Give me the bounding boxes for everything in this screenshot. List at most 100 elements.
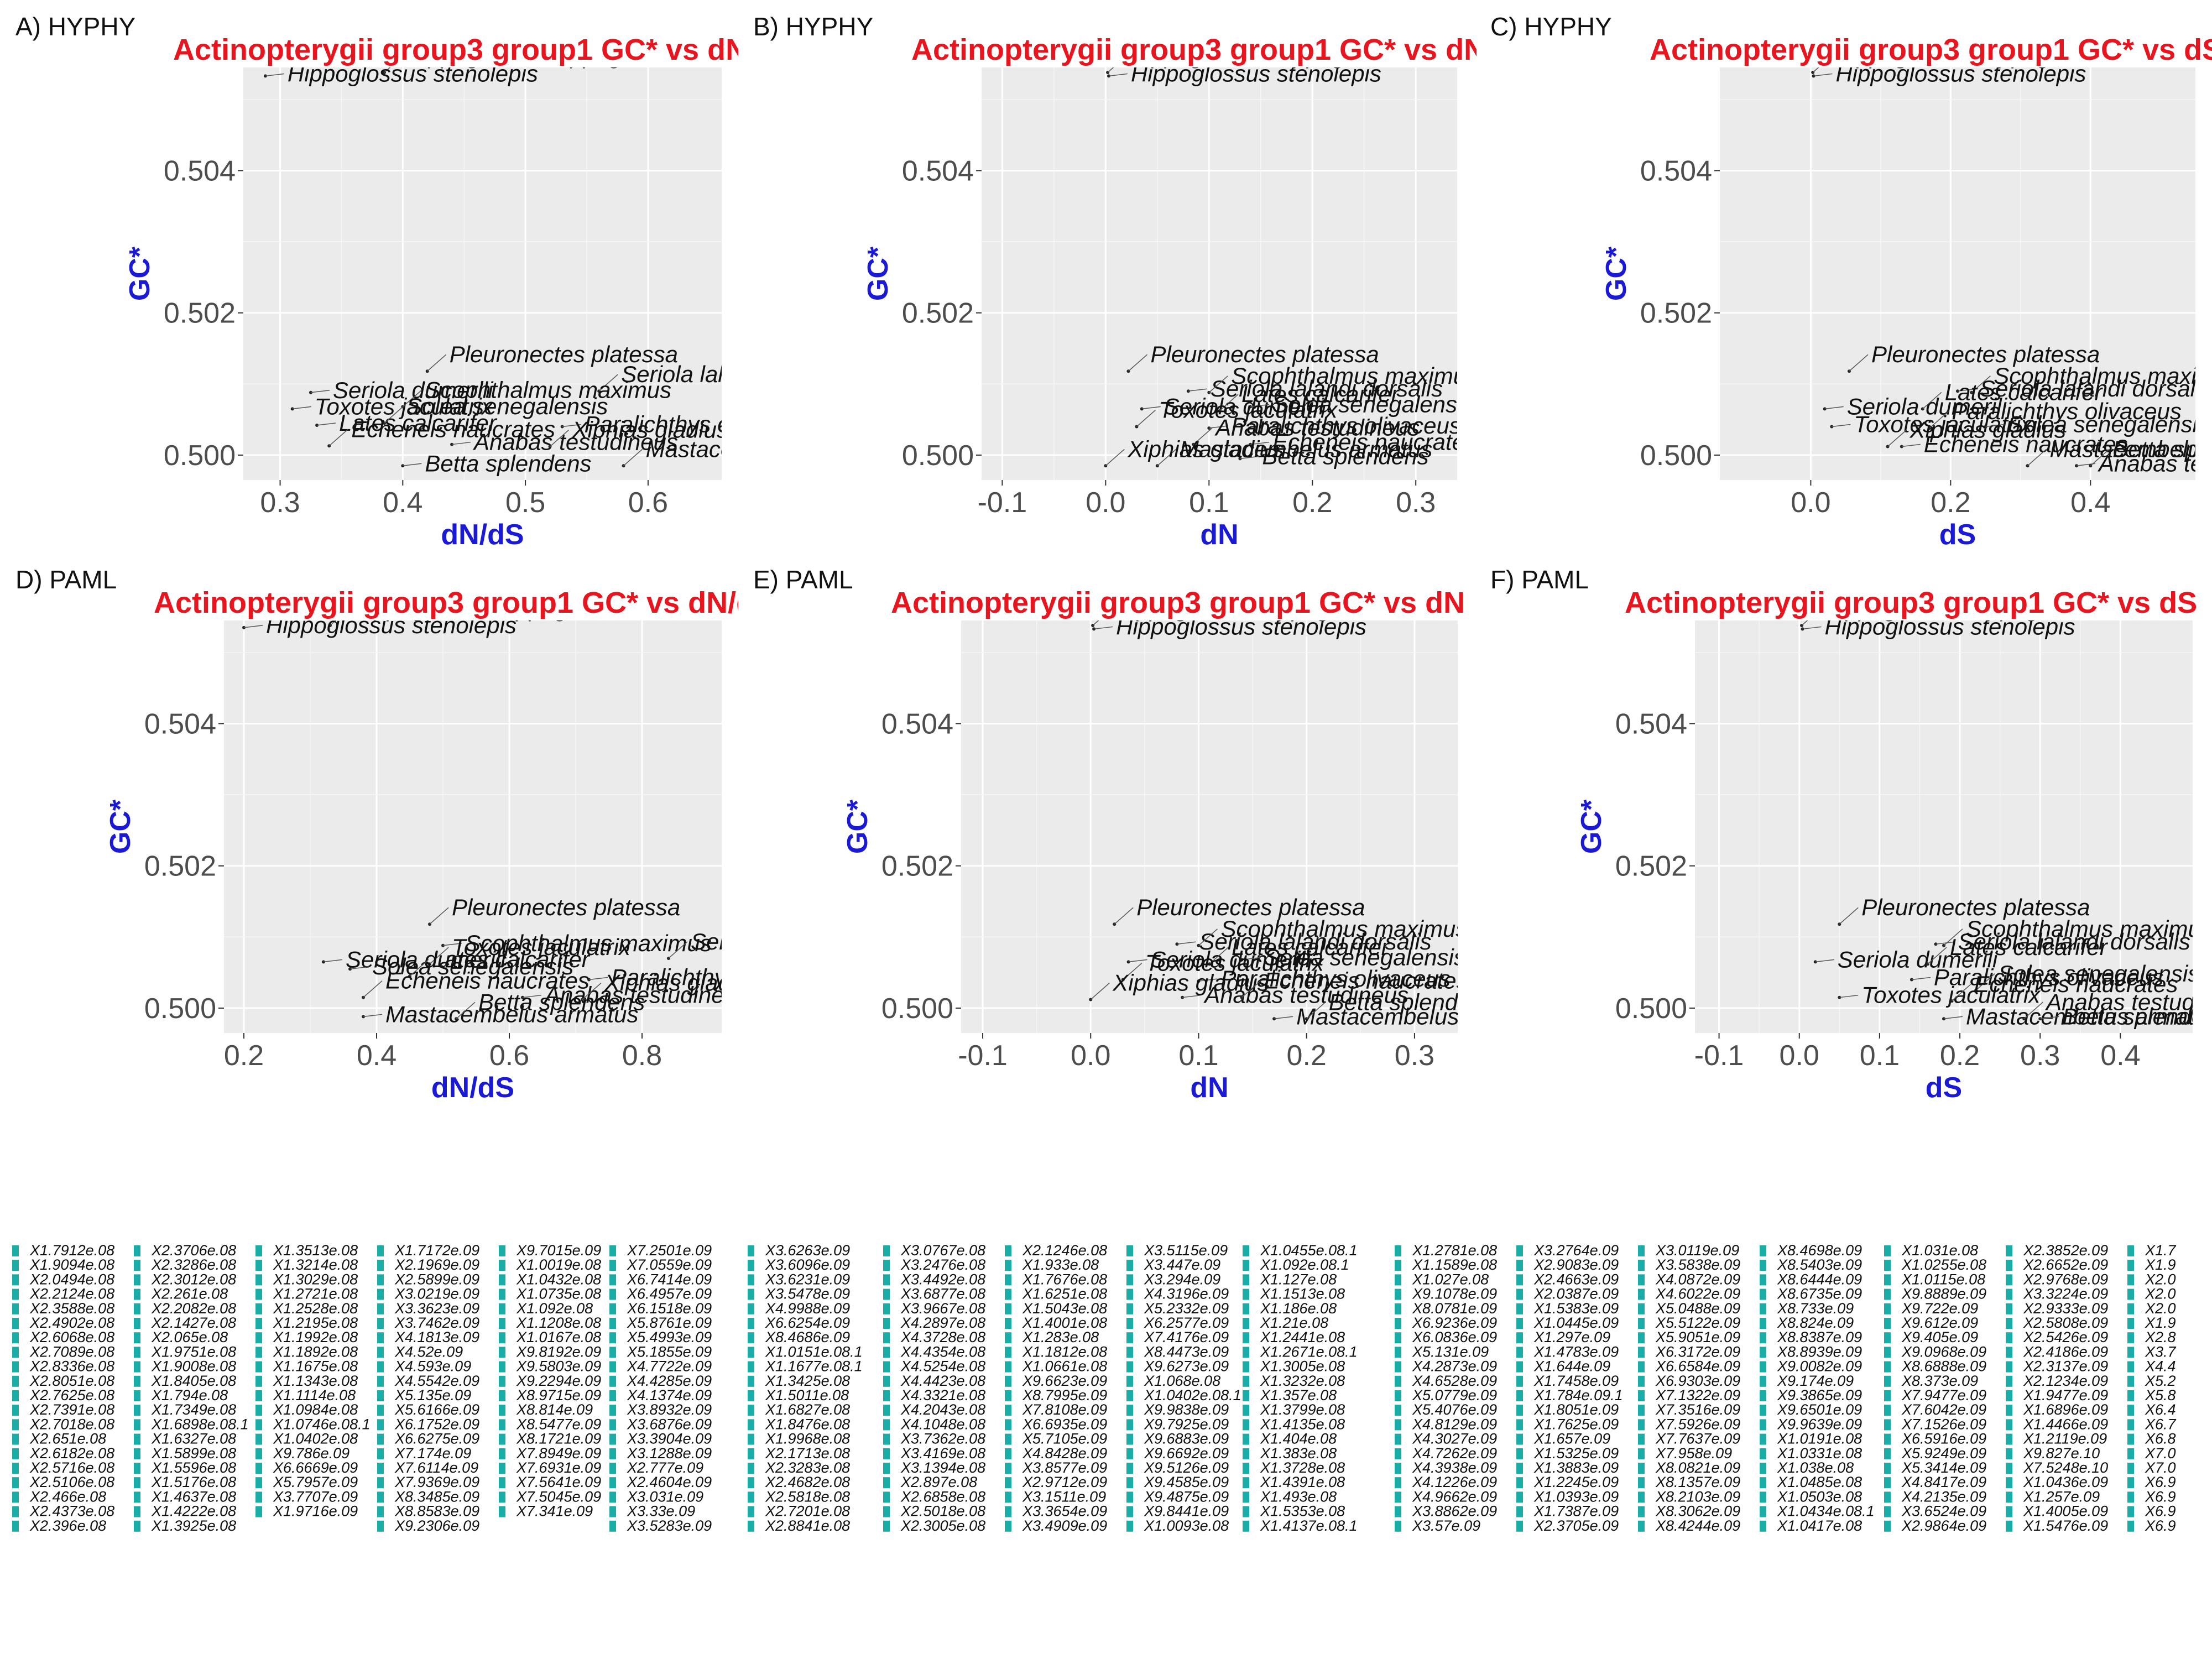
legend-label: X2.8051e.08	[29, 1373, 114, 1389]
legend-label: X5.0488e.09	[1655, 1300, 1740, 1317]
label-leader-line	[1241, 957, 1261, 961]
legend-swatch	[883, 1491, 890, 1503]
point-label: Hippoglossus hippoglossus	[1115, 596, 1396, 622]
legend-swatch	[377, 1260, 384, 1271]
legend-swatch	[1243, 1288, 1249, 1300]
legend-swatch	[499, 1245, 505, 1256]
legend-swatch	[1638, 1375, 1645, 1387]
point-label: Anabas testudineus	[2097, 450, 2212, 476]
point-label: Mastacembelus armatus	[646, 436, 899, 462]
legend-swatch	[1395, 1491, 1401, 1503]
legend-label: X9.9639e.09	[1777, 1416, 1862, 1432]
point-label: Mastacembelus armatus	[1180, 436, 1433, 462]
legend-swatch	[1005, 1375, 1011, 1387]
legend-label: X1.404e.08	[1260, 1431, 1337, 1447]
legend-swatch	[883, 1506, 890, 1517]
legend-swatch	[1516, 1477, 1523, 1489]
point-label: Hippoglossus hippoglossus	[406, 43, 688, 69]
legend-swatch	[1760, 1433, 1766, 1445]
legend-label: X3.2476e.08	[900, 1256, 985, 1273]
legend-swatch	[134, 1419, 140, 1431]
legend-label: X1.4783e.09	[1533, 1343, 1619, 1360]
legend-label: X1.0115e.08	[1901, 1271, 1985, 1287]
data-point	[1126, 960, 1130, 964]
point-label: Scophthalmus maximus	[1966, 916, 2212, 942]
legend-label: X1.0735e.08	[516, 1286, 601, 1302]
legend-swatch	[134, 1260, 140, 1271]
legend-swatch	[1884, 1347, 1891, 1358]
legend-swatch	[255, 1245, 262, 1256]
legend-label: X9.612e.09	[1901, 1314, 1978, 1331]
legend-swatch	[1126, 1463, 1133, 1474]
legend-label: X3.5115e.09	[1144, 1242, 1228, 1259]
label-leader-line	[562, 424, 581, 427]
legend-swatch	[609, 1463, 616, 1474]
y-axis-title: GC*	[862, 246, 894, 301]
point-label: Betta splendens	[1262, 443, 1428, 469]
label-leader-line	[402, 389, 422, 408]
y-tick-label: 0.500	[881, 993, 953, 1025]
chart-panel-3: 0.0 0.2 0.4 0.500 0.502 0.504 dS GC* Actinoptery…	[1490, 12, 2212, 551]
label-leader-line	[2090, 448, 2110, 466]
gridlines	[1695, 620, 2193, 1033]
legend-label: X1.1675e.08	[273, 1358, 358, 1375]
legend-label: X3.1394e.08	[900, 1459, 985, 1476]
x-tick-label: 0.4	[2100, 1040, 2140, 1072]
legend-label: X2.1246e.08	[1022, 1242, 1107, 1259]
legend-swatch	[2127, 1260, 2134, 1271]
legend-swatch	[883, 1448, 890, 1459]
x-tick-label: 0.3	[2020, 1040, 2060, 1072]
legend-swatch	[1884, 1419, 1891, 1431]
label-leader-line	[442, 943, 462, 946]
legend-label: X1.3214e.08	[273, 1256, 358, 1273]
point-label: Solea senegalensis	[1998, 961, 2199, 987]
chart-title: Actinopterygii group3 group1 GC* vs dN/d…	[173, 33, 794, 66]
legend-label: X2.9864e.09	[1901, 1517, 1986, 1534]
point-label: Toxotes jaculatrix	[1159, 397, 1338, 423]
legend-label: X1.0455e.08.1	[1260, 1242, 1358, 1259]
legend-label: X4.1374e.09	[627, 1387, 712, 1404]
gridlines	[961, 620, 1458, 1033]
legend-swatch	[1760, 1303, 1766, 1314]
legend-swatch	[1638, 1288, 1645, 1300]
legend-swatch	[134, 1390, 140, 1401]
legend-label: X1.3005e.08	[1260, 1358, 1345, 1375]
legend-swatch	[499, 1390, 505, 1401]
legend-label: X1.8405e.08	[151, 1373, 236, 1389]
legend-swatch	[134, 1477, 140, 1489]
label-leader-line	[429, 947, 449, 964]
legend-swatch	[609, 1347, 616, 1358]
point-label: Hippoglossus stenolepis	[288, 60, 538, 86]
legend-label: X6.7	[2145, 1416, 2177, 1432]
legend-swatch	[1884, 1332, 1891, 1344]
legend-swatch	[2006, 1520, 2012, 1532]
label-leader-line	[384, 67, 391, 73]
legend-swatch	[883, 1433, 890, 1445]
chart-title: Actinopterygii group3 group1 GC* vs dN	[891, 586, 1465, 619]
legend-swatch	[1760, 1506, 1766, 1517]
legend-label: X1.2528e.08	[273, 1300, 358, 1317]
legend-swatch	[1884, 1463, 1891, 1474]
x-tick-label: 0.2	[1931, 487, 1970, 519]
legend-label: X1.4391e.08	[1260, 1474, 1345, 1490]
legend-label: X1.4222e.08	[151, 1503, 236, 1520]
legend-label: X3.6877e.08	[900, 1286, 985, 1302]
legend-swatch	[12, 1318, 19, 1329]
legend-label: X6.5916e.09	[1901, 1431, 1986, 1447]
point-label: Hippoglossus hippoglossus	[1835, 43, 2116, 69]
legend-label: X6.6935e.09	[1022, 1416, 1107, 1432]
legend-label: X8.6444e.09	[1777, 1271, 1862, 1287]
legend-swatch	[1243, 1506, 1249, 1517]
point-label: Paralichthys olivaceus	[1220, 966, 1451, 992]
legend-label: X2.4902e.08	[29, 1314, 114, 1331]
label-leader-line	[1128, 959, 1147, 963]
legend-label: X4.593e.09	[394, 1358, 471, 1375]
legend-label: X5.7105e.09	[1022, 1431, 1107, 1447]
legend-swatch	[2006, 1433, 2012, 1445]
y-tick-label: 0.504	[1615, 708, 1687, 740]
y-axis-title: GC*	[1600, 246, 1632, 301]
legend-swatch	[255, 1477, 262, 1489]
legend-swatch	[1884, 1274, 1891, 1286]
